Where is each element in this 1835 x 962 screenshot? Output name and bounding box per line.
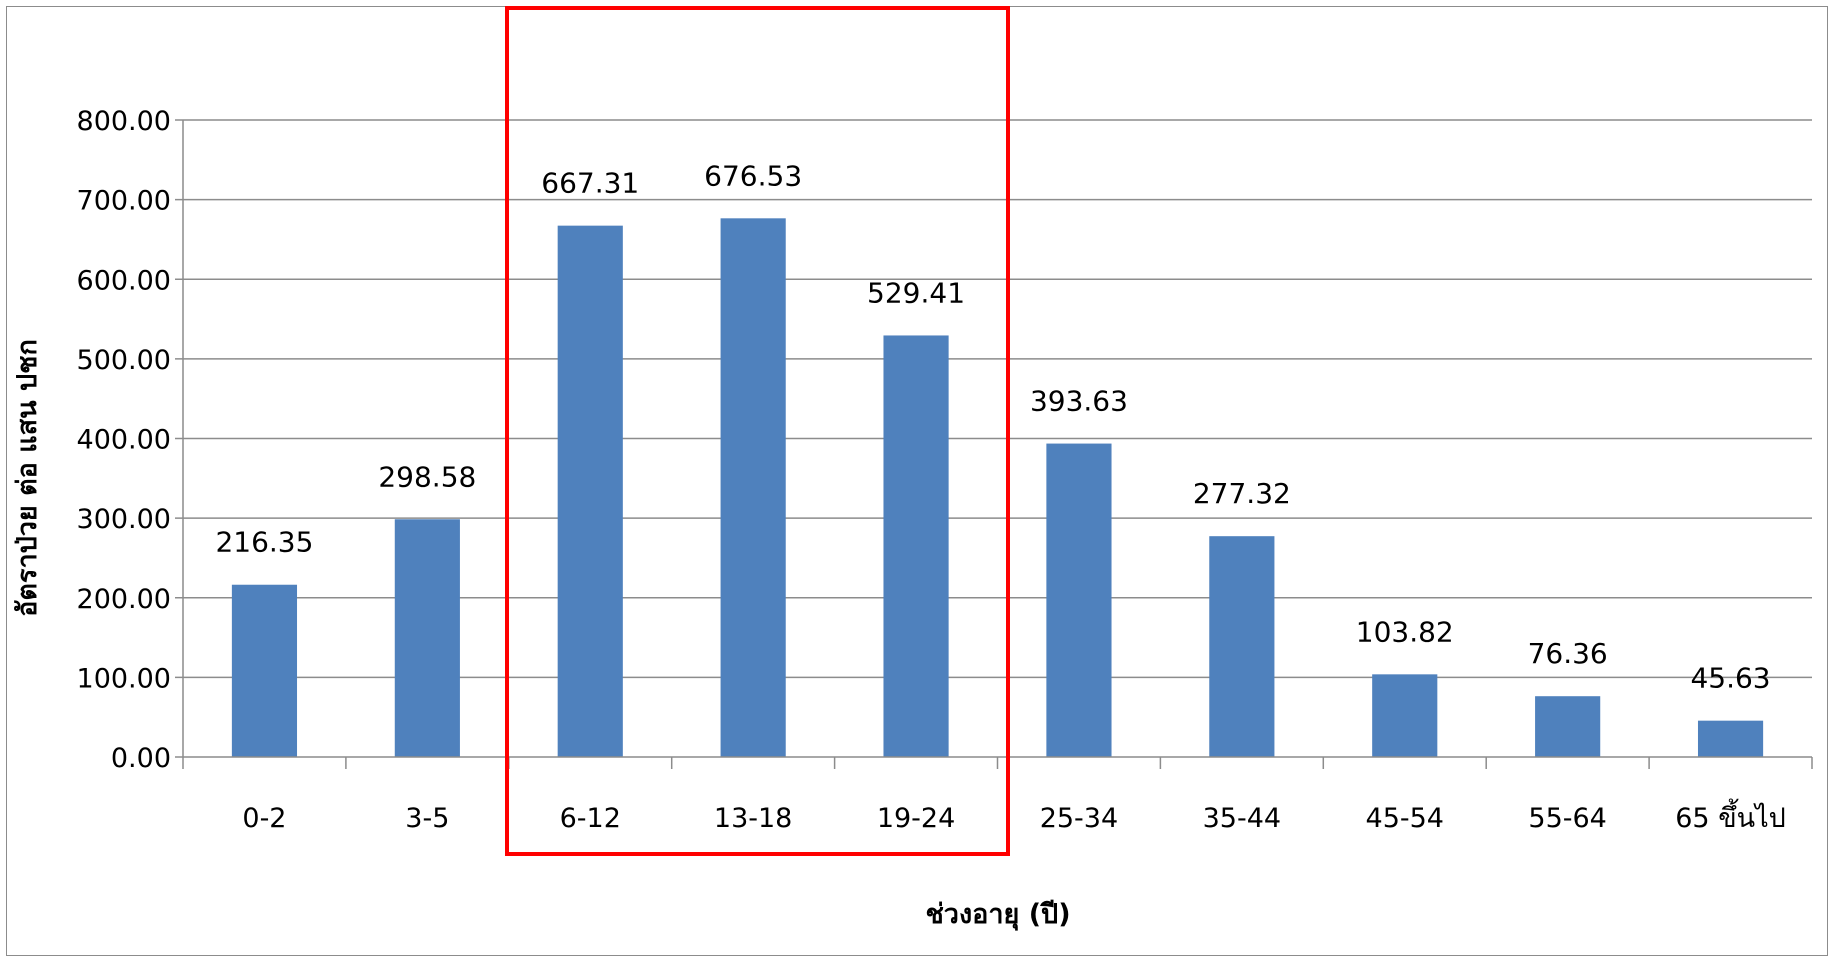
x-tick-label: 25-34 [1040, 803, 1118, 834]
bar-3-5 [395, 519, 460, 757]
data-label: 667.31 [541, 167, 639, 200]
data-label: 529.41 [867, 276, 965, 309]
data-label: 393.63 [1030, 385, 1128, 418]
y-tick-label: 100.00 [77, 663, 171, 694]
y-tick-label: 200.00 [77, 584, 171, 615]
x-tick-label: 55-64 [1528, 803, 1606, 834]
y-tick-label: 400.00 [77, 425, 171, 456]
x-tick-label: 19-24 [877, 803, 955, 834]
x-tick-label: 6-12 [560, 803, 621, 834]
x-tick-label: 13-18 [714, 803, 792, 834]
bar-65 ขึ้นไป [1698, 721, 1763, 757]
bar-35-44 [1209, 536, 1274, 757]
data-label: 676.53 [704, 159, 802, 192]
x-tick-label: 35-44 [1203, 803, 1281, 834]
bar-13-18 [721, 218, 786, 757]
y-tick-label: 0.00 [111, 743, 171, 774]
data-label: 216.35 [215, 526, 313, 559]
x-axis-title: ช่วงอายุ (ปี) [925, 899, 1070, 931]
y-tick-label: 800.00 [77, 106, 171, 137]
data-label: 277.32 [1193, 477, 1291, 510]
x-tick-label: 45-54 [1366, 803, 1444, 834]
y-tick-label: 700.00 [77, 186, 171, 217]
bar-0-2 [232, 585, 297, 757]
data-label: 103.82 [1356, 615, 1454, 648]
data-label: 76.36 [1528, 637, 1608, 670]
data-label: 298.58 [378, 460, 476, 493]
y-tick-label: 600.00 [77, 265, 171, 296]
x-tick-label: 3-5 [405, 803, 449, 834]
y-tick-label: 300.00 [77, 504, 171, 535]
bar-45-54 [1372, 674, 1437, 757]
bar-25-34 [1046, 444, 1111, 757]
x-tick-label: 65 ขึ้นไป [1675, 798, 1786, 834]
y-tick-label: 500.00 [77, 345, 171, 376]
bar-19-24 [883, 335, 948, 757]
x-tick-label: 0-2 [242, 803, 286, 834]
data-label: 45.63 [1690, 662, 1770, 695]
bar-55-64 [1535, 696, 1600, 757]
bar-6-12 [558, 226, 623, 757]
y-axis-title: อัตราป่วย ต่อ แสน ปชก [12, 339, 43, 617]
